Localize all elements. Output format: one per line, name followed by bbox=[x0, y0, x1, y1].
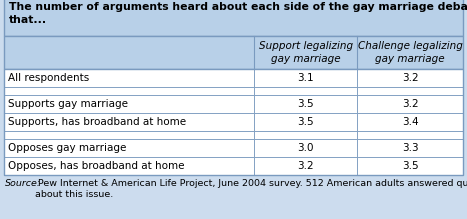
Bar bbox=[4, 0, 463, 36]
Text: 3.2: 3.2 bbox=[402, 73, 418, 83]
Text: Challenge legalizing
gay marriage: Challenge legalizing gay marriage bbox=[358, 41, 463, 64]
Text: Opposes, has broadband at home: Opposes, has broadband at home bbox=[8, 161, 184, 171]
Bar bbox=[4, 95, 254, 113]
Text: 3.5: 3.5 bbox=[402, 161, 418, 171]
Bar bbox=[4, 69, 463, 175]
Bar bbox=[4, 131, 254, 139]
Text: 3.2: 3.2 bbox=[402, 99, 418, 109]
Bar bbox=[4, 69, 254, 87]
Text: The number of arguments heard about each side of the gay marriage debate
that...: The number of arguments heard about each… bbox=[9, 2, 467, 25]
Text: 3.5: 3.5 bbox=[297, 117, 314, 127]
Text: Opposes gay marriage: Opposes gay marriage bbox=[8, 143, 127, 153]
Text: 3.3: 3.3 bbox=[402, 143, 418, 153]
Bar bbox=[254, 131, 357, 139]
Bar bbox=[4, 87, 254, 95]
Bar bbox=[357, 95, 463, 113]
Text: Pew Internet & American Life Project, June 2004 survey. 512 American adults answ: Pew Internet & American Life Project, Ju… bbox=[35, 179, 467, 200]
Bar bbox=[4, 139, 254, 157]
Text: 3.1: 3.1 bbox=[297, 73, 314, 83]
Bar bbox=[254, 113, 357, 131]
Bar bbox=[357, 131, 463, 139]
Text: Supports, has broadband at home: Supports, has broadband at home bbox=[8, 117, 186, 127]
Bar bbox=[357, 139, 463, 157]
Bar bbox=[357, 87, 463, 95]
Bar bbox=[254, 95, 357, 113]
Text: All respondents: All respondents bbox=[8, 73, 89, 83]
Bar bbox=[254, 157, 357, 175]
Text: 3.0: 3.0 bbox=[297, 143, 314, 153]
Text: Supports gay marriage: Supports gay marriage bbox=[8, 99, 128, 109]
Bar bbox=[254, 87, 357, 95]
Text: Source:: Source: bbox=[5, 179, 41, 188]
Text: 3.2: 3.2 bbox=[297, 161, 314, 171]
Bar bbox=[4, 113, 254, 131]
Text: Support legalizing
gay marriage: Support legalizing gay marriage bbox=[259, 41, 353, 64]
Bar bbox=[254, 139, 357, 157]
Text: 3.4: 3.4 bbox=[402, 117, 418, 127]
Bar bbox=[357, 69, 463, 87]
Text: 3.5: 3.5 bbox=[297, 99, 314, 109]
Bar bbox=[357, 113, 463, 131]
Bar bbox=[357, 157, 463, 175]
Bar bbox=[254, 69, 357, 87]
Bar bbox=[4, 36, 463, 69]
Bar bbox=[4, 157, 254, 175]
